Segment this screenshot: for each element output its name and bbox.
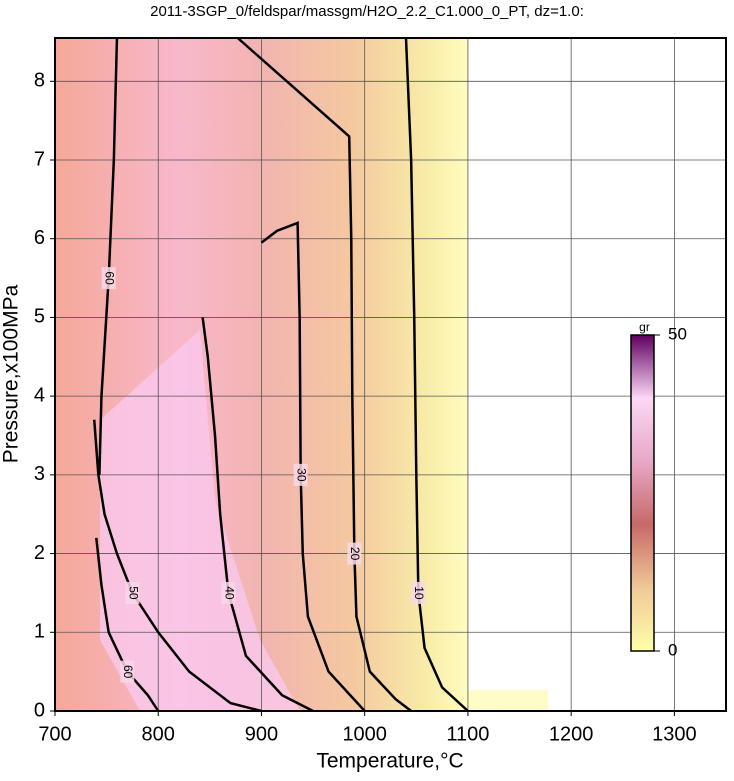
y-tick-label: 5 [34,306,45,328]
x-tick-label: 1100 [446,723,489,745]
chart-title: 2011-3SGP_0/feldspar/massgm/H2O_2.2_C1.0… [150,3,584,20]
contour-label: 10 [412,586,426,600]
contour-label: 30 [295,468,309,482]
field-fill [100,330,300,711]
colorbar [630,334,655,652]
contour-line [95,537,160,712]
y-axis-label: Pressure,x100MPa [0,284,23,463]
y-tick-label: 7 [34,148,45,170]
x-tick-label: 900 [245,723,278,745]
contour-label-bg [125,581,140,604]
colorbar-tick-label: 50 [668,324,687,343]
contour-line [201,317,314,713]
plot-frame [54,37,727,712]
x-tick-label: 800 [142,723,175,745]
x-tick-label: 1000 [342,723,387,745]
contour-label-bg [411,581,426,604]
x-tick-label: 700 [38,723,71,745]
contour-label: 60 [103,271,117,285]
contour-label-bg [101,267,116,290]
x-tick-label: 1300 [652,723,697,745]
y-tick-label: 2 [34,542,45,564]
y-tick-label: 3 [34,463,45,485]
contour-label: 40 [222,586,236,600]
contour-line [404,37,469,712]
y-tick-label: 0 [34,699,45,721]
contour-label-bg [221,581,236,604]
contour-label: 20 [348,547,362,561]
field-fill [468,690,548,711]
contour-label-bg [120,660,135,683]
contour-label: 50 [126,586,140,600]
contour-label-bg [293,463,308,486]
contour-label-bg [347,542,362,565]
y-tick-label: 4 [34,384,45,406]
x-axis-label: Temperature,°C [316,750,463,773]
contour-label: 60 [121,665,135,679]
colorbar-label: gr [639,320,650,334]
y-tick-label: 1 [34,621,45,643]
y-tick-label: 6 [34,227,45,249]
x-tick-label: 1200 [549,723,594,745]
y-tick-label: 8 [34,70,45,92]
colorbar-tick-label: 0 [668,640,677,659]
